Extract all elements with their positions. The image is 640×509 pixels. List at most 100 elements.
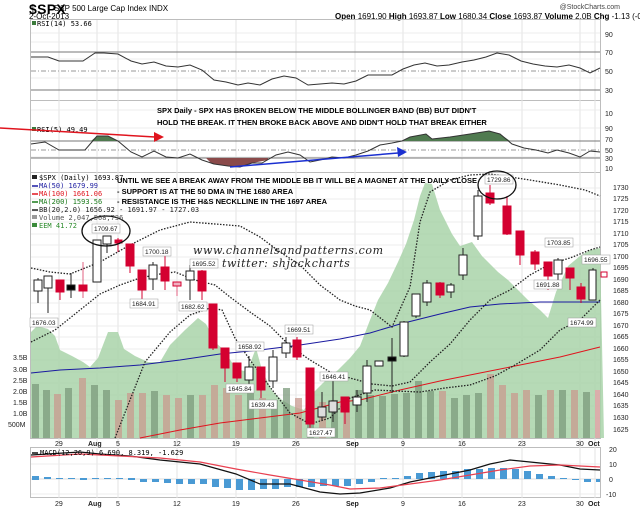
legend-ma100: MA(100) 1661.06 — [39, 190, 102, 198]
callout-1696: 1696.55 — [584, 257, 608, 264]
rsi5-tick-10-upper: 10 — [605, 111, 613, 118]
rsi14-label: RSI(14) 53.66 — [37, 20, 92, 28]
callout-1729: 1729.86 — [487, 177, 511, 184]
rsi5-panel: 10 90 70 50 30 10 RSI(5) 49.49 SPX Daily… — [0, 106, 613, 173]
price-panel: 1676.03 1709.67 1700.18 1684.91 1695.52 … — [8, 170, 629, 439]
svg-text:5: 5 — [116, 441, 120, 448]
bb-upper — [30, 173, 601, 329]
svg-text:9: 9 — [401, 501, 405, 508]
svg-text:Sep: Sep — [346, 501, 359, 508]
svg-text:29: 29 — [55, 441, 63, 448]
legend-ma50: MA(50) 1679.99 — [39, 182, 98, 190]
callout-1645-84: 1645.84 — [228, 386, 252, 393]
svg-text:26: 26 — [292, 501, 300, 508]
index-name: S&P 500 Large Cap Index INDX — [54, 4, 169, 13]
svg-text:12: 12 — [173, 501, 181, 508]
rsi14-panel: 90 70 50 30 RSI(14) 53.66 — [31, 20, 613, 95]
svg-text:1730: 1730 — [613, 185, 629, 192]
copyright: @StockCharts.com — [559, 4, 620, 11]
callout-1658: 1658.92 — [238, 344, 262, 351]
svg-text:1710: 1710 — [613, 231, 629, 238]
bb-lower — [114, 299, 601, 439]
callout-1639: 1639.43 — [251, 402, 275, 409]
svg-text:1625: 1625 — [613, 427, 629, 434]
rsi5-tick-90: 90 — [605, 126, 613, 133]
ma50-line — [30, 301, 600, 374]
bb-middle — [30, 246, 601, 387]
rsi14-tick-90: 90 — [605, 32, 613, 39]
svg-text:5: 5 — [116, 501, 120, 508]
macd-tick-0: 0 — [609, 477, 613, 484]
callout-1646: 1646.41 — [322, 374, 346, 381]
callout-1709: 1709.67 — [94, 226, 118, 233]
svg-text:Aug: Aug — [88, 441, 102, 448]
svg-text:16: 16 — [458, 501, 466, 508]
rsi14-tick-50: 50 — [605, 69, 613, 76]
svg-text:1650: 1650 — [613, 369, 629, 376]
macd-panel: MACD(12,26,9) 6.690, 8.319, -1.629 20 10… — [30, 447, 617, 499]
macd-tick-minus10: -10 — [606, 492, 616, 499]
svg-text:1725: 1725 — [613, 196, 629, 203]
red-trend-arrow — [0, 127, 156, 138]
svg-text:1695: 1695 — [613, 265, 629, 272]
watermark-twitter: twitter: shjackcharts — [222, 257, 350, 270]
legend-eem: EEM 41.72 — [39, 222, 77, 230]
candlesticks — [33, 185, 608, 430]
svg-text:1705: 1705 — [613, 242, 629, 249]
annotation-support: - SUPPORT IS AT THE 50 DMA IN THE 1680 A… — [117, 187, 294, 196]
legend-spx: $SPX (Daily) 1693.87 — [39, 174, 123, 182]
svg-text:19: 19 — [232, 441, 240, 448]
svg-text:1685: 1685 — [613, 288, 629, 295]
volume-label: Volume — [544, 12, 573, 21]
high-value: 1693.87 — [408, 12, 438, 21]
svg-text:16: 16 — [458, 441, 466, 448]
svg-text:1660: 1660 — [613, 346, 629, 353]
change-label: Chg — [593, 12, 610, 21]
svg-text:1.5B: 1.5B — [13, 400, 28, 407]
svg-text:30: 30 — [576, 501, 584, 508]
svg-text:3.5B: 3.5B — [13, 355, 28, 362]
annotation-magnet: UNTIL WE SEE A BREAK AWAY FROM THE MIDDL… — [117, 176, 477, 185]
svg-text:26: 26 — [292, 441, 300, 448]
blue-divergence-arrow — [229, 152, 399, 168]
svg-text:29: 29 — [55, 501, 63, 508]
quote-bar: Open 1691.90 High 1693.87 Low 1680.34 Cl… — [335, 12, 640, 21]
svg-text:2.5B: 2.5B — [13, 378, 28, 385]
svg-text:500M: 500M — [8, 422, 26, 429]
svg-text:1630: 1630 — [613, 415, 629, 422]
eem-area — [31, 183, 604, 438]
svg-text:1645: 1645 — [613, 380, 629, 387]
change-value: -1.13 (-0.07%) — [611, 12, 640, 21]
svg-text:1690: 1690 — [613, 277, 629, 284]
price-callouts: 1676.03 1709.67 1700.18 1684.91 1695.52 … — [29, 174, 611, 438]
legend-ma200: MA(200) 1593.56 — [39, 198, 102, 206]
rsi14-legend-icon — [32, 21, 36, 25]
rsi5-tick-70: 70 — [605, 137, 613, 144]
svg-text:1675: 1675 — [613, 311, 629, 318]
svg-text:1655: 1655 — [613, 357, 629, 364]
svg-text:1635: 1635 — [613, 403, 629, 410]
svg-text:1.0B: 1.0B — [13, 411, 28, 418]
svg-text:30: 30 — [576, 441, 584, 448]
svg-text:23: 23 — [518, 441, 526, 448]
volume-axis: 3.5B 3.0B 2.5B 2.0B 1.5B 1.0B 500M — [8, 355, 28, 429]
date-axis-lower: 29 Aug 5 12 19 26 Sep 9 16 23 30 Oct — [55, 501, 600, 508]
chart-date: 2-Oct-2013 — [29, 12, 70, 21]
rsi5-tick-30: 30 — [605, 156, 613, 163]
low-value: 1680.34 — [458, 12, 488, 21]
red-arrow-head-icon — [154, 132, 164, 142]
price-legend: $SPX (Daily) 1693.87 MA(50) 1679.99 MA(1… — [32, 174, 199, 230]
low-label: Low — [440, 12, 457, 21]
callout-1700: 1700.18 — [145, 249, 169, 256]
open-label: Open — [335, 12, 356, 21]
callout-1691: 1691.88 — [536, 282, 560, 289]
date-axis-upper: 29 Aug 5 12 19 26 Sep 9 16 23 30 Oct — [55, 441, 600, 448]
callout-1695: 1695.52 — [192, 261, 216, 268]
svg-text:19: 19 — [232, 501, 240, 508]
callout-1676: 1676.03 — [32, 320, 56, 327]
watermark-url: www.channelsandpatterns.com — [193, 244, 384, 257]
callout-1627: 1627.47 — [309, 430, 333, 437]
blue-arrow-head-icon — [397, 147, 407, 157]
macd-line — [30, 451, 601, 495]
legend-volume: Volume 2,047,508,736 — [39, 214, 123, 222]
